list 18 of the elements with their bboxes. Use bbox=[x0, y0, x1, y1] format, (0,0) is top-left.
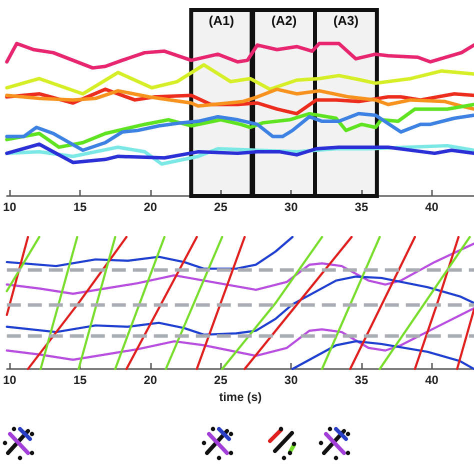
x-tick-label: 15 bbox=[73, 373, 88, 387]
x-tick-label: 30 bbox=[284, 200, 298, 214]
x-tick-label: 15 bbox=[73, 200, 88, 214]
x-axis-title: time (s) bbox=[219, 390, 262, 404]
x-tick-label: 35 bbox=[354, 373, 368, 387]
band-label: (A2) bbox=[271, 13, 297, 28]
x-tick-label: 25 bbox=[214, 373, 228, 387]
x-tick-label: 40 bbox=[425, 373, 439, 387]
x-tick-label: 10 bbox=[2, 373, 17, 387]
band-label: (A3) bbox=[333, 13, 359, 28]
x-tick-label: 20 bbox=[144, 200, 158, 214]
x-tick-label: 10 bbox=[2, 200, 17, 214]
x-tick-label: 35 bbox=[354, 200, 368, 214]
x-tick-label: 30 bbox=[284, 373, 298, 387]
x-tick-label: 20 bbox=[144, 373, 158, 387]
x-tick-label: 40 bbox=[425, 200, 439, 214]
band-label: (A1) bbox=[208, 13, 234, 28]
x-tick-label: 25 bbox=[214, 200, 228, 214]
